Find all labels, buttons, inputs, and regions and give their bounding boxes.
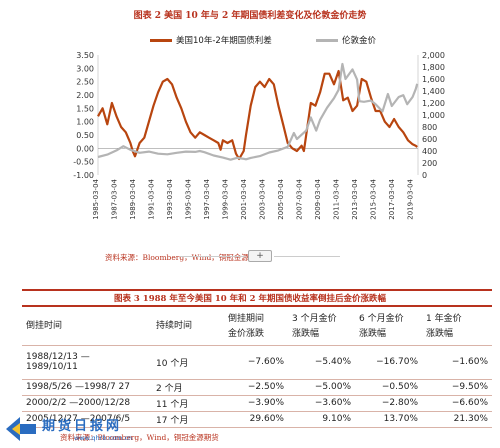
y-right-tick-label: 200 (422, 159, 437, 168)
x-tick-label: 1987-03-04 (111, 178, 119, 219)
figure3-top-rule (22, 289, 492, 291)
cell-1y: −9.50% (422, 379, 492, 396)
legend-label-spread: 美国10年-2年期国债利差 (176, 36, 272, 46)
x-tick-label: 2019-03-04 (407, 178, 415, 219)
chart-legend: 美国10年-2年期国债利差 伦敦金价 (150, 34, 450, 48)
y-right-tick-label: 800 (422, 123, 437, 132)
table-header-row: 倒挂时间 持续时间 倒挂期间 金价涨跌 3 个月金价 涨跌幅 6 个月金价 涨跌… (22, 309, 492, 346)
x-tick-label: 2007-03-04 (296, 178, 304, 219)
cell-duration: 2 个月 (152, 379, 224, 396)
divider-left (180, 256, 246, 257)
table-row: 2005/12/27 —2007/6/5 17 个月 29.60% 9.10% … (22, 411, 492, 428)
y-left-tick-label: 1.00 (76, 118, 94, 127)
series-line-gold (97, 62, 419, 161)
site-watermark: 期货日报网 www.qhrb.com.cn (4, 413, 172, 446)
x-tick-label: 1995-03-04 (185, 178, 193, 219)
figure3-source: 资料来源：Bloomberg，Wind，铜冠金源期货 (60, 433, 219, 442)
y-left-tick-label: -0.50 (73, 158, 94, 167)
cell-1y: −6.60% (422, 395, 492, 412)
cell-6m: 13.70% (355, 411, 422, 428)
header-during: 倒挂期间 金价涨跌 (224, 309, 288, 346)
y-right-tick-label: 0 (422, 171, 427, 180)
y-left-tick-label: 1.50 (76, 104, 94, 113)
cell-3m: 9.10% (288, 411, 355, 428)
y-right-tick-label: 1,200 (422, 99, 445, 108)
gold-returns-table: 倒挂时间 持续时间 倒挂期间 金价涨跌 3 个月金价 涨跌幅 6 个月金价 涨跌… (22, 309, 492, 428)
y-right-tick-label: 400 (422, 147, 437, 156)
header-duration: 持续时间 (152, 309, 224, 346)
x-tick-label: 2013-03-04 (351, 178, 359, 219)
figure3-title: 图表 3 1988 年至今美国 10 年和 2 年期国债收益率倒挂后金价涨跌幅 (113, 294, 387, 304)
header-6m: 6 个月金价 涨跌幅 (355, 309, 422, 346)
x-tick-label: 2017-03-04 (388, 178, 396, 219)
x-tick-label: 2011-03-04 (333, 178, 341, 219)
table-row: 1998/5/26 —1998/7 27 2 个月 −2.50% −5.00% … (22, 379, 492, 396)
cell-3m: −3.60% (288, 395, 355, 412)
table-row: 1988/12/13 — 1989/10/11 10 个月 −7.60% −5.… (22, 345, 492, 380)
x-tick-label: 2009-03-04 (314, 178, 322, 219)
figure3-title-rule (22, 305, 492, 307)
cell-duration: 10 个月 (152, 345, 224, 380)
y-left-tick-label: 3.00 (76, 64, 94, 73)
cell-period: 2000/2/2 —2000/12/28 (22, 395, 152, 412)
spread-gold-chart: 3.50 3.00 2.50 2.00 1.50 1.00 0.50 0.00 -0.50 -1.… (73, 51, 445, 220)
cell-period: 1998/5/26 —1998/7 27 (22, 379, 152, 396)
cell-duration: 17 个月 (152, 411, 224, 428)
y-right-tick-label: 2,000 (422, 51, 445, 60)
x-tick-label: 2005-03-04 (277, 178, 285, 219)
cell-period: 1988/12/13 — 1989/10/11 (22, 345, 152, 380)
x-tick-label: 1985-03-04 (92, 178, 100, 219)
cell-3m: −5.00% (288, 379, 355, 396)
cell-during: −2.50% (224, 379, 288, 396)
cell-1y: −1.60% (422, 345, 492, 380)
legend-swatch-spread (150, 38, 172, 42)
cell-6m: −0.50% (355, 379, 422, 396)
expand-button[interactable]: + (248, 250, 272, 262)
table-row: 2000/2/2 —2000/12/28 11 个月 −3.90% −3.60%… (22, 395, 492, 412)
header-period: 倒挂时间 (22, 309, 152, 346)
x-tick-label: 1993-03-04 (166, 178, 174, 219)
y-right-tick-label: 600 (422, 135, 437, 144)
cell-during: 29.60% (224, 411, 288, 428)
y-right-tick-label: 1,000 (422, 111, 445, 120)
legend-item-spread: 美国10年-2年期国债利差 (150, 34, 272, 46)
cell-6m: −2.80% (355, 395, 422, 412)
cell-during: −3.90% (224, 395, 288, 412)
legend-swatch-gold (316, 38, 338, 42)
cell-6m: −16.70% (355, 345, 422, 380)
header-1y: 1 年金价 涨跌幅 (422, 309, 492, 346)
figure2-source: 资料来源：Bloomberg，Wind，铜冠金源期货 (105, 253, 264, 262)
y-left-tick-label: 2.50 (76, 78, 94, 87)
x-tick-label: 1997-03-04 (203, 178, 211, 219)
y-right-tick-label: 1,600 (422, 75, 445, 84)
cell-during: −7.60% (224, 345, 288, 380)
cell-period: 2005/12/27 —2007/6/5 (22, 411, 152, 428)
x-tick-label: 2001-03-04 (240, 178, 248, 219)
y-right-tick-label: 1,800 (422, 63, 445, 72)
x-tick-label: 1989-03-04 (129, 178, 137, 219)
cell-3m: −5.40% (288, 345, 355, 380)
x-tick-label: 1999-03-04 (222, 178, 230, 219)
cell-1y: 21.30% (422, 411, 492, 428)
x-tick-label: 1991-03-04 (148, 178, 156, 219)
y-right-tick-label: 1,400 (422, 87, 445, 96)
y-left-tick-label: 2.00 (76, 91, 94, 100)
divider-right (274, 256, 340, 257)
x-tick-label: 2015-03-04 (370, 178, 378, 219)
qhrb-logo-icon (6, 417, 36, 441)
x-tick-label: 2003-03-04 (259, 178, 267, 219)
watermark-url: www.qhrb.com.cn (74, 434, 133, 442)
cell-duration: 11 个月 (152, 395, 224, 412)
series-line-spread (97, 69, 418, 161)
legend-label-gold: 伦敦金价 (342, 36, 377, 46)
legend-item-gold: 伦敦金价 (316, 34, 376, 46)
watermark-site-name: 期货日报网 (42, 419, 123, 434)
header-3m: 3 个月金价 涨跌幅 (288, 309, 355, 346)
figure2-title: 图表 2 美国 10 年与 2 年期国债利差变化及伦敦金价走势 (133, 11, 367, 21)
y-left-tick-label: 0.50 (76, 131, 94, 140)
y-left-tick-label: 3.50 (76, 51, 94, 60)
y-left-tick-label: 0.00 (76, 144, 94, 153)
y-left-tick-label: -1.00 (73, 171, 94, 180)
